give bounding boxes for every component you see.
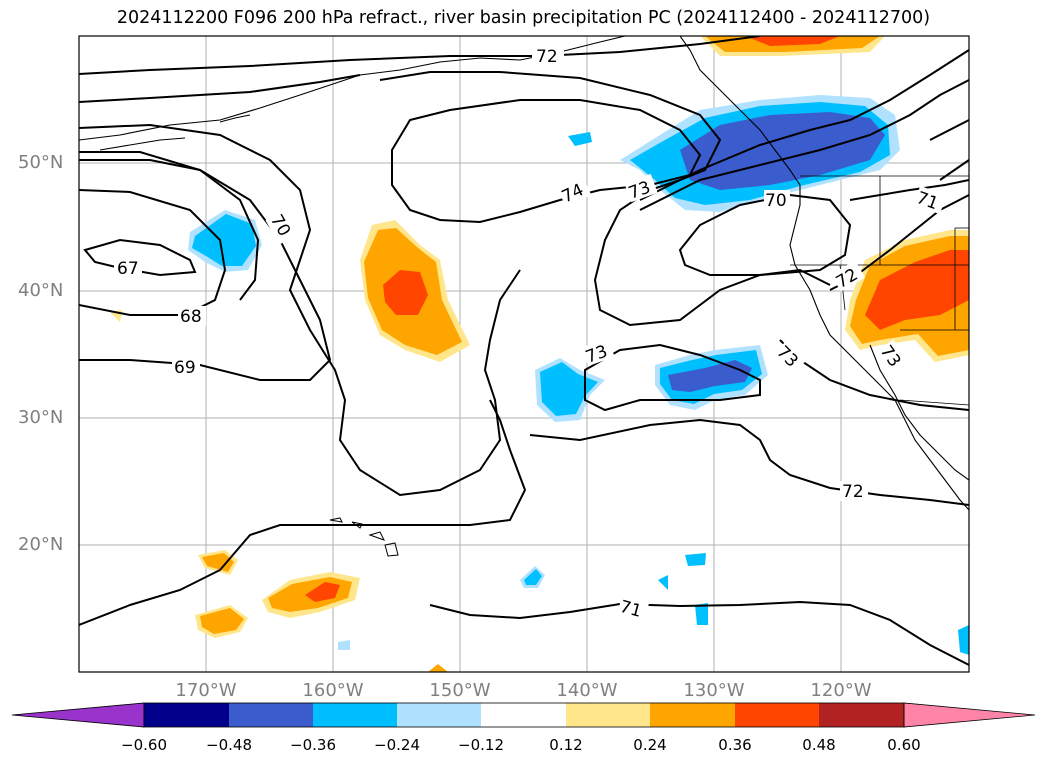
colorbar-tick: −0.36 (290, 736, 336, 754)
colorbar-bin (313, 703, 397, 727)
colorbar-tick: −0.48 (206, 736, 252, 754)
contour-label: 68 (180, 307, 202, 327)
colorbar-tick: −0.24 (374, 736, 420, 754)
map-frame (78, 35, 970, 673)
colorbar-tick: 0.60 (887, 736, 921, 754)
colorbar-tick: 0.36 (718, 736, 752, 754)
lon-label-170w: 170°W (175, 680, 237, 701)
anomaly-strong-pnw (680, 112, 885, 190)
map-title: 2024112200 F096 200 hPa refract., river … (116, 8, 931, 28)
contour-71-east (639, 79, 969, 211)
colorbar-tick: −0.12 (458, 736, 504, 754)
colorbar-extend-low (11, 702, 145, 728)
colorbar-bin (819, 703, 904, 727)
contour-70-north (79, 123, 521, 497)
colorbar-bin (397, 703, 481, 727)
map-plot-area: 72 74 73 70 71 67 68 69 70 72 73 73 73 (79, 36, 969, 672)
contour-73-east (639, 49, 969, 201)
contour-71-south (429, 600, 969, 666)
contour-label: 72 (842, 482, 864, 502)
contour-72-north (79, 36, 761, 75)
lon-label-160w: 160°W (302, 680, 364, 701)
lon-label-140w: 140°W (556, 680, 618, 701)
colorbar-bin (481, 703, 566, 727)
contour-67 (83, 238, 197, 277)
coastline-aleutians (99, 137, 186, 151)
contour-74 (391, 99, 702, 224)
contour-labels: 72 74 73 70 71 67 68 69 70 72 73 73 73 (114, 46, 947, 623)
lon-label-150w: 150°W (429, 680, 491, 701)
colorbar-bin (566, 703, 650, 727)
lat-label-20n: 20°N (18, 534, 64, 555)
filled-anomalies (110, 36, 969, 672)
contour-label: 67 (117, 259, 139, 279)
colorbar-tick: 0.48 (802, 736, 836, 754)
contour-73-center (584, 343, 761, 412)
colorbar-extend-high (903, 702, 1036, 728)
contour-label: 70 (765, 191, 787, 211)
contour-label: 72 (536, 47, 558, 67)
contour-72-east (529, 418, 969, 506)
contour-label: 69 (174, 358, 196, 378)
contour-71-right (849, 179, 969, 201)
lat-label-40n: 40°N (18, 280, 64, 301)
colorbar-bin (229, 703, 313, 727)
contour-72-center (79, 399, 527, 626)
contour-71-n (79, 151, 260, 301)
contour-73-north (79, 74, 361, 103)
hawaii-islands (329, 517, 399, 557)
coastline-baja (869, 344, 969, 481)
lat-label-50n: 50°N (18, 152, 64, 173)
colorbar-bin (144, 703, 229, 727)
colorbar-tick: 0.12 (549, 736, 583, 754)
colorbar-bin (735, 703, 819, 727)
colorbar-tick: −0.60 (121, 736, 167, 754)
colorbar-tick: 0.24 (633, 736, 667, 754)
contour-68 (79, 189, 227, 316)
colorbar (11, 702, 1036, 728)
contour-70-east (678, 193, 852, 276)
colorbar-bin (650, 703, 735, 727)
lon-label-120w: 120°W (810, 680, 872, 701)
lat-label-30n: 30°N (18, 407, 64, 428)
lon-label-130w: 130°W (683, 680, 745, 701)
